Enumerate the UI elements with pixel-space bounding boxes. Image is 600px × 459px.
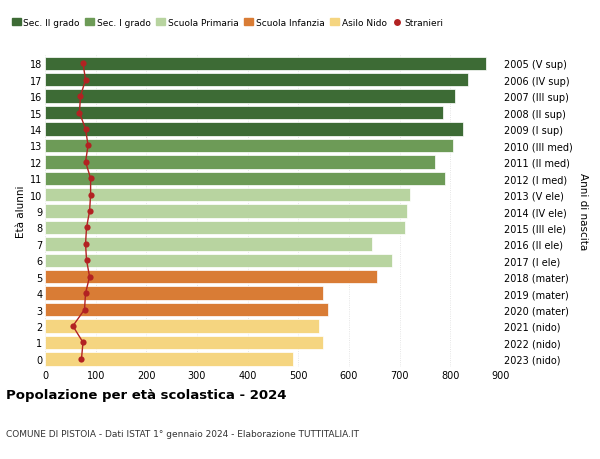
Bar [45,287,323,300]
Bar [45,90,455,104]
Point [78,339,88,346]
Point [68,323,77,330]
Point [81,241,91,248]
Text: COMUNE DI PISTOIA - Dati ISTAT 1° gennaio 2024 - Elaborazione TUTTITALIA.IT: COMUNE DI PISTOIA - Dati ISTAT 1° gennai… [6,429,359,438]
Point [86,191,95,199]
Point [83,142,93,150]
Bar [45,254,392,268]
Text: Popolazione per età scolastica - 2024: Popolazione per età scolastica - 2024 [6,388,287,401]
Bar [45,189,410,202]
Point [81,159,91,166]
Bar [45,74,468,87]
Bar [45,270,377,284]
Y-axis label: Anni di nascita: Anni di nascita [578,173,588,250]
Bar [45,106,443,120]
Bar [45,205,407,218]
Point [74,110,84,117]
Bar [45,336,323,349]
Bar [45,172,445,185]
Point [81,290,91,297]
Bar [45,353,293,366]
Bar [45,221,405,235]
Point [81,77,91,84]
Legend: Sec. II grado, Sec. I grado, Scuola Primaria, Scuola Infanzia, Asilo Nido, Stran: Sec. II grado, Sec. I grado, Scuola Prim… [8,16,446,32]
Point [86,175,95,183]
Point [76,93,85,101]
Point [82,224,91,232]
Bar [45,123,463,136]
Bar [45,319,319,333]
Y-axis label: Età alunni: Età alunni [16,185,26,238]
Bar [45,140,453,153]
Point [80,306,89,313]
Bar [45,238,372,251]
Point [81,126,91,134]
Point [82,257,91,264]
Bar [45,303,328,317]
Point [85,208,94,215]
Point [78,61,88,68]
Point [77,355,86,363]
Point [85,274,94,281]
Bar [45,156,435,169]
Bar [45,57,486,71]
